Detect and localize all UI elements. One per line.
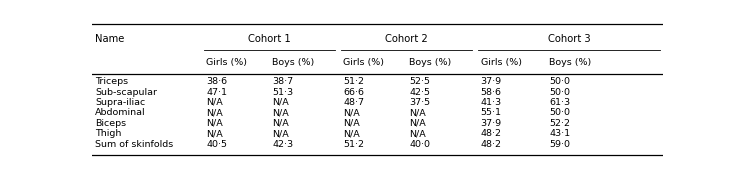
- Text: 41·3: 41·3: [481, 98, 502, 107]
- Text: 50·0: 50·0: [549, 108, 570, 117]
- Text: 42·5: 42·5: [409, 88, 430, 97]
- Text: 66·6: 66·6: [343, 88, 364, 97]
- Text: 48·2: 48·2: [481, 140, 501, 149]
- Text: 51·3: 51·3: [272, 88, 293, 97]
- Text: 42·3: 42·3: [272, 140, 293, 149]
- Text: 48·2: 48·2: [481, 129, 501, 138]
- Text: 48·7: 48·7: [343, 98, 364, 107]
- Text: 37·9: 37·9: [481, 119, 502, 128]
- Text: Sum of skinfolds: Sum of skinfolds: [95, 140, 173, 149]
- Text: Sub-scapular: Sub-scapular: [95, 88, 157, 97]
- Text: 50·0: 50·0: [549, 88, 570, 97]
- Text: 52·5: 52·5: [409, 77, 430, 86]
- Text: N/A: N/A: [206, 108, 223, 117]
- Text: N/A: N/A: [409, 108, 426, 117]
- Text: Girls (%): Girls (%): [206, 58, 248, 67]
- Text: 59·0: 59·0: [549, 140, 570, 149]
- Text: Thigh: Thigh: [95, 129, 122, 138]
- Text: N/A: N/A: [206, 98, 223, 107]
- Text: Girls (%): Girls (%): [343, 58, 385, 67]
- Text: N/A: N/A: [409, 119, 426, 128]
- Text: 51·2: 51·2: [343, 77, 364, 86]
- Text: N/A: N/A: [272, 129, 289, 138]
- Text: 51·2: 51·2: [343, 140, 364, 149]
- Text: N/A: N/A: [272, 98, 289, 107]
- Text: Supra-iliac: Supra-iliac: [95, 98, 145, 107]
- Text: 37·9: 37·9: [481, 77, 502, 86]
- Text: N/A: N/A: [343, 119, 360, 128]
- Text: 43·1: 43·1: [549, 129, 570, 138]
- Text: 55·1: 55·1: [481, 108, 501, 117]
- Text: N/A: N/A: [272, 119, 289, 128]
- Text: N/A: N/A: [343, 108, 360, 117]
- Text: Boys (%): Boys (%): [549, 58, 591, 67]
- Text: 50·0: 50·0: [549, 77, 570, 86]
- Text: Triceps: Triceps: [95, 77, 128, 86]
- Text: Abdominal: Abdominal: [95, 108, 146, 117]
- Text: 38·6: 38·6: [206, 77, 228, 86]
- Text: Boys (%): Boys (%): [409, 58, 451, 67]
- Text: N/A: N/A: [409, 129, 426, 138]
- Text: 47·1: 47·1: [206, 88, 227, 97]
- Text: Boys (%): Boys (%): [272, 58, 314, 67]
- Text: 40·5: 40·5: [206, 140, 227, 149]
- Text: 58·6: 58·6: [481, 88, 501, 97]
- Text: N/A: N/A: [343, 129, 360, 138]
- Text: 52·2: 52·2: [549, 119, 570, 128]
- Text: N/A: N/A: [206, 129, 223, 138]
- Text: N/A: N/A: [206, 119, 223, 128]
- Text: 61·3: 61·3: [549, 98, 570, 107]
- Text: 37·5: 37·5: [409, 98, 430, 107]
- Text: Biceps: Biceps: [95, 119, 126, 128]
- Text: 38·7: 38·7: [272, 77, 293, 86]
- Text: Cohort 3: Cohort 3: [548, 34, 590, 44]
- Text: Name: Name: [95, 34, 125, 44]
- Text: Girls (%): Girls (%): [481, 58, 522, 67]
- Text: Cohort 1: Cohort 1: [248, 34, 290, 44]
- Text: 40·0: 40·0: [409, 140, 430, 149]
- Text: Cohort 2: Cohort 2: [385, 34, 427, 44]
- Text: N/A: N/A: [272, 108, 289, 117]
